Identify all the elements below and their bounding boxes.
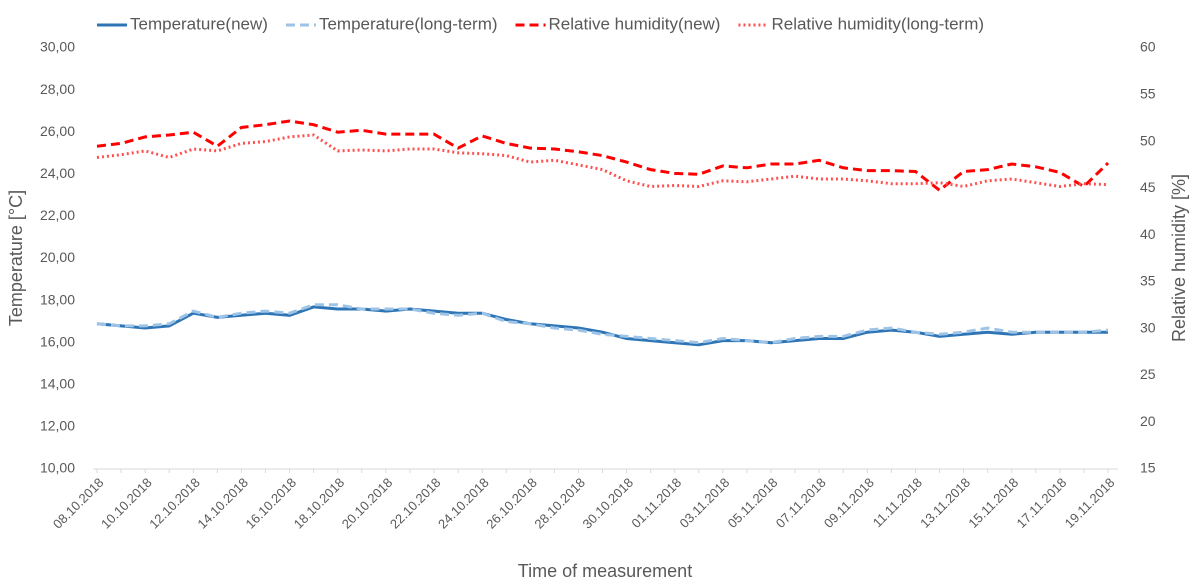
x-tick-label: 26.10.2018: [483, 475, 540, 532]
y2-tick-label: 20: [1140, 413, 1156, 429]
x-tick-label: 20.10.2018: [339, 475, 396, 532]
x-tick-label: 07.11.2018: [773, 475, 829, 531]
y-tick-label: 10,00: [40, 460, 75, 476]
y-axis-title: Temperature [°C]: [6, 190, 26, 326]
y-tick-label: 18,00: [40, 291, 75, 307]
y-tick-label: 28,00: [40, 81, 75, 97]
y2-tick-label: 40: [1140, 226, 1156, 242]
x-tick-label: 28.10.2018: [531, 475, 588, 532]
x-tick-label: 05.11.2018: [725, 475, 781, 531]
y2-tick-label: 15: [1140, 460, 1156, 476]
series-line: [96, 305, 1108, 347]
y2-tick-label: 50: [1140, 132, 1156, 148]
x-tick-label: 16.10.2018: [242, 475, 299, 532]
x-axis-title: Time of measurement: [518, 561, 692, 581]
x-tick-label: 30.10.2018: [579, 475, 636, 532]
y-tick-label: 20,00: [40, 249, 75, 265]
x-tick-label: 03.11.2018: [676, 475, 732, 531]
y-tick-label: 12,00: [40, 418, 75, 434]
x-tick-label: 19.11.2018: [1062, 475, 1118, 531]
x-tick-label: 09.11.2018: [821, 475, 877, 531]
legend-label: Temperature(new): [130, 14, 268, 33]
y2-tick-label: 45: [1140, 179, 1156, 195]
y2-axis-title: Relative humidity [%]: [1169, 174, 1189, 342]
series-line: [96, 303, 1109, 345]
legend-label: Relative humidity(long-term): [771, 14, 984, 33]
x-tick-label: 01.11.2018: [628, 475, 684, 531]
legend-label: Temperature(long-term): [319, 14, 498, 33]
y-tick-label: 22,00: [40, 207, 75, 223]
x-tick-label: 22.10.2018: [387, 475, 444, 532]
x-tick-label: 14.10.2018: [194, 475, 251, 532]
y-tick-label: 16,00: [40, 333, 75, 349]
x-tick-label: 13.11.2018: [917, 475, 973, 531]
y2-tick-label: 30: [1140, 319, 1156, 335]
x-tick-label: 10.10.2018: [98, 475, 155, 532]
x-tick-label: 17.11.2018: [1013, 475, 1069, 531]
y-tick-label: 26,00: [40, 123, 75, 139]
x-tick-label: 11.11.2018: [870, 475, 925, 530]
x-tick-label: 15.11.2018: [965, 475, 1021, 531]
x-tick-label: 08.10.2018: [50, 475, 107, 532]
legend-label: Relative humidity(new): [549, 14, 721, 33]
series-line: [96, 119, 1110, 193]
y-tick-label: 30,00: [40, 39, 75, 55]
x-tick-label: 24.10.2018: [435, 475, 492, 532]
y2-tick-label: 60: [1140, 39, 1156, 55]
y-tick-label: 24,00: [40, 165, 75, 181]
y2-tick-label: 55: [1140, 85, 1156, 101]
y-tick-label: 14,00: [40, 376, 75, 392]
x-tick-label: 18.10.2018: [291, 475, 348, 532]
x-tick-label: 12.10.2018: [146, 475, 203, 532]
y2-tick-label: 35: [1140, 273, 1156, 289]
y2-tick-label: 25: [1140, 366, 1156, 382]
